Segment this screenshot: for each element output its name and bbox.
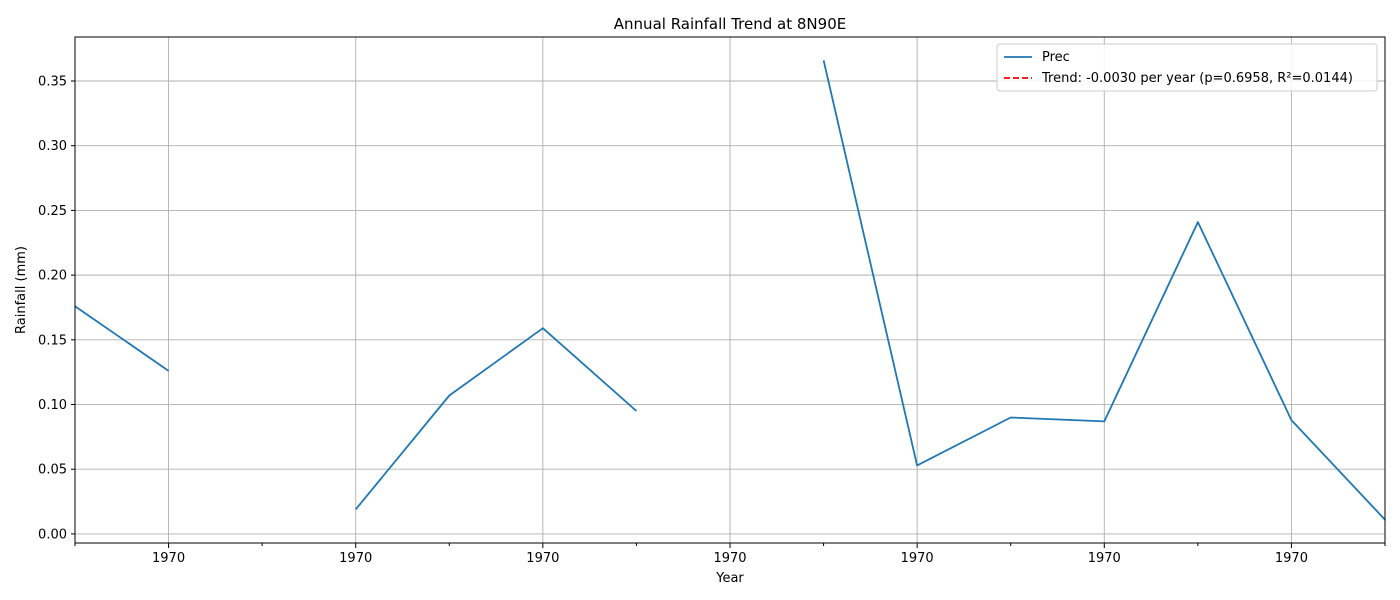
legend: Prec Trend: -0.0030 per year (p=0.6958, … [996, 43, 1378, 92]
y-tick-label: 0.30 [38, 139, 67, 154]
x-tick-label: 1970 [1275, 551, 1308, 566]
x-tick-label: 1970 [901, 551, 934, 566]
x-tick-label: 1970 [713, 551, 746, 566]
y-tick-label: 0.00 [38, 527, 67, 542]
x-tick-label: 1970 [339, 551, 372, 566]
y-axis: 0.00 0.05 0.10 0.15 0.20 0.25 0.30 0.35 [38, 75, 75, 542]
legend-label-prec: Prec [1042, 50, 1070, 65]
chart-title: Annual Rainfall Trend at 8N90E [614, 15, 846, 33]
y-tick-label: 0.20 [38, 269, 67, 284]
x-tick-label: 1970 [526, 551, 559, 566]
y-axis-label: Rainfall (mm) [14, 246, 29, 334]
series-line-0 [74, 60, 1386, 521]
y-tick-label: 0.05 [38, 463, 67, 478]
grid [75, 37, 1385, 543]
y-tick-label: 0.35 [38, 75, 67, 90]
series-layer [74, 60, 1386, 521]
legend-label-trend: Trend: -0.0030 per year (p=0.6958, R²=0.… [1041, 71, 1353, 86]
y-tick-label: 0.10 [38, 398, 67, 413]
x-tick-label: 1970 [1088, 551, 1121, 566]
y-tick-label: 0.15 [38, 333, 67, 348]
legend-box [996, 43, 1378, 92]
x-tick-label: 1970 [152, 551, 185, 566]
x-axis-label: Year [715, 571, 744, 586]
y-tick-label: 0.25 [38, 204, 67, 219]
x-axis: 1970 1970 1970 1970 1970 1970 1970 [74, 543, 1386, 566]
